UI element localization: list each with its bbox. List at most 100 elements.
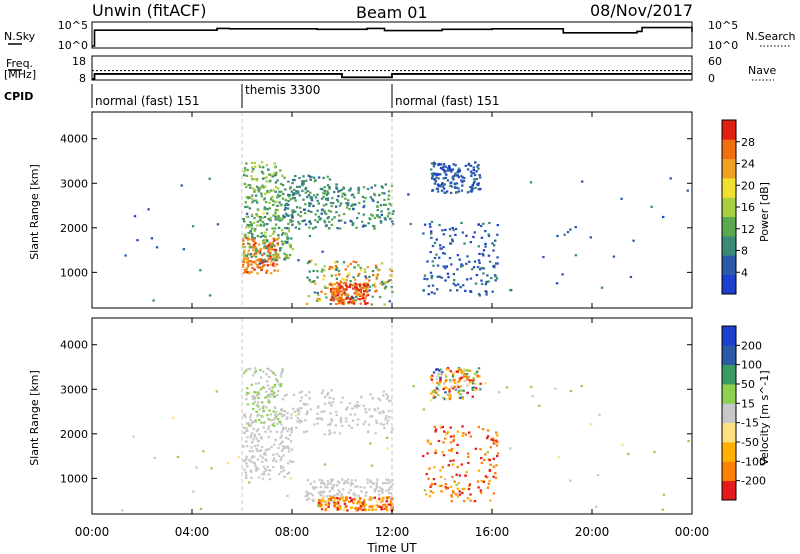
scatter-cell [362,224,366,227]
scatter-cell [446,487,449,490]
scatter-cell [366,187,370,191]
scatter-cell [433,161,436,164]
scatter-cell [332,299,335,302]
scatter-cell [257,413,260,416]
scatter-cell [352,300,355,303]
scatter-cell [443,398,447,401]
scatter-cell [263,467,267,471]
scatter-cell [352,501,355,504]
scatter-cell [332,397,335,400]
scatter-cell [276,196,279,199]
scatter-cell [330,291,333,294]
scatter-cell [261,177,265,180]
scatter-cell [449,289,452,292]
scatter-cell [297,413,300,416]
scatter-cell [454,233,457,236]
scatter-cell [275,171,278,174]
scatter-cell [461,396,464,399]
scatter-cell [460,371,463,375]
scatter-cell [443,430,446,433]
scatter-cell [386,509,389,512]
scatter-cell [438,389,441,392]
scatter-cell [251,201,254,204]
scatter-cell [247,252,250,256]
scatter-cell [452,490,455,493]
scatter-cell [463,242,466,245]
scatter-cell [388,481,391,484]
scatter-cell [480,224,483,228]
scatter-cell [326,175,329,178]
scatter-cell [581,180,584,183]
scatter-cell [273,457,276,460]
scatter-cell [309,197,312,200]
scatter-cell [262,426,265,429]
scatter-cell [358,272,361,276]
scatter-cell [342,192,346,195]
scatter-cell [340,281,343,284]
scatter-cell [595,505,598,508]
scatter-cell [362,213,365,216]
scatter-cell [286,256,289,259]
scatter-cell [538,404,541,407]
scatter-cell [472,377,475,380]
scatter-cell [302,175,305,178]
scatter-cell [251,178,254,181]
scatter-cell [350,301,354,305]
scatter-cell [323,402,327,405]
scatter-cell [281,174,284,177]
scatter-cell [245,398,248,401]
time-axis-label: Time UT [366,541,417,554]
scatter-cell [456,443,459,446]
scatter-cell [267,400,270,403]
scatter-cell [339,421,343,424]
scatter-cell [282,445,285,448]
scatter-cell [364,197,367,200]
scatter-cell [389,485,392,488]
scatter-cell [289,186,292,189]
scatter-cell [357,191,360,195]
scatter-cell [356,298,360,301]
scatter-cell [351,407,354,410]
scatter-cell [310,210,313,213]
scatter-cell [247,237,250,241]
scatter-cell [477,167,480,170]
scatter-cell [350,426,354,429]
scatter-cell [340,496,343,499]
scatter-cell [383,427,386,430]
scatter-cell [253,161,256,165]
scatter-cell [335,277,339,280]
scatter-cell [271,423,274,426]
scatter-cell [312,176,316,179]
scatter-cell [462,179,466,182]
scatter-cell [276,422,279,425]
scatter-cell [245,462,248,465]
scatter-cell [335,186,338,189]
scatter-cell [439,426,443,429]
scatter-cell [255,194,258,197]
scatter-cell [266,245,270,248]
scatter-cell [362,283,366,286]
scatter-cell [277,215,280,218]
scatter-cell [245,174,249,177]
scatter-cell [450,170,453,173]
scatter-cell [334,297,337,300]
colorbar-segment [722,480,736,501]
scatter-cell [469,185,472,189]
scatter-cell [495,439,498,442]
scatter-cell [337,489,340,492]
y-tick-label: 1000 [60,472,88,485]
scatter-cell [287,447,291,450]
scatter-cell [336,496,339,500]
scatter-cell [349,489,352,492]
scatter-cell [275,430,279,433]
scatter-cell [286,430,289,433]
scatter-cell [328,402,332,405]
scatter-cell [439,185,442,188]
scatter-cell [255,259,258,262]
scatter-cell [469,277,473,280]
scatter-cell [364,275,367,278]
scatter-cell [352,222,355,225]
scatter-cell [267,217,270,221]
scatter-cell [308,391,311,394]
scatter-cell [289,440,293,443]
